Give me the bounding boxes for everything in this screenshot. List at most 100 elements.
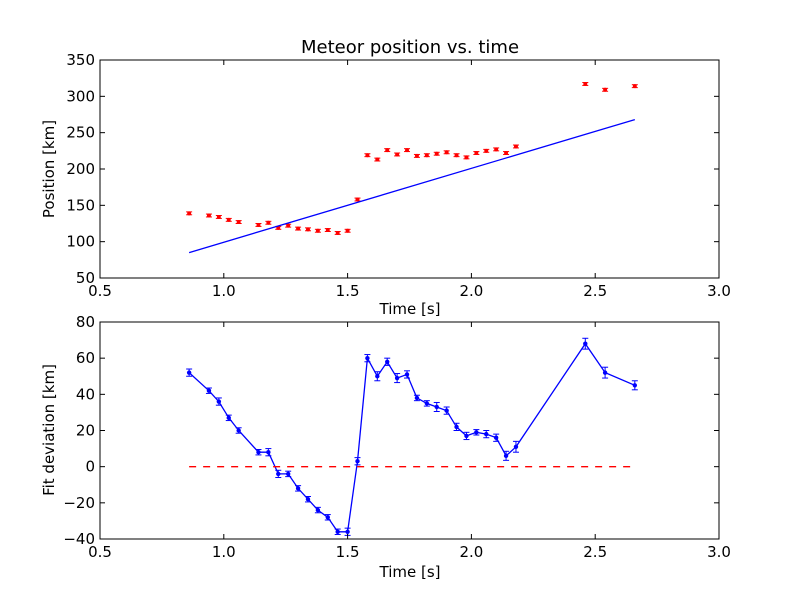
data-point	[513, 144, 518, 149]
data-point	[256, 450, 261, 455]
data-point	[513, 444, 519, 449]
data-point	[285, 471, 291, 477]
position-marks	[186, 81, 638, 254]
data-point	[454, 424, 459, 430]
data-point	[434, 404, 439, 410]
data-point	[603, 87, 608, 92]
x-tick-label: 1.0	[212, 543, 236, 561]
data-point	[216, 214, 221, 219]
x-tick-label: 2.0	[459, 282, 483, 300]
y-tick-label: 0	[85, 458, 95, 476]
data-point	[494, 147, 499, 152]
y-tick-label: 300	[66, 87, 95, 105]
data-point	[493, 435, 499, 440]
data-point	[464, 155, 469, 160]
data-point	[335, 230, 340, 235]
x-tick-label: 3.0	[707, 282, 731, 300]
y-tick-label: 40	[76, 385, 95, 403]
plot-area-top	[100, 60, 719, 278]
data-point	[424, 153, 429, 158]
x-axis-label-bottom: Time [s]	[379, 563, 441, 581]
data-point	[484, 148, 489, 153]
data-point	[474, 151, 479, 156]
fit-line	[188, 118, 636, 254]
data-point	[296, 226, 301, 231]
data-point	[405, 148, 410, 153]
data-point	[444, 408, 449, 413]
data-point	[186, 370, 192, 375]
x-tick-label: 1.5	[336, 543, 360, 561]
data-point	[295, 486, 301, 491]
x-tick-label: 1.0	[212, 282, 236, 300]
data-point	[355, 459, 360, 464]
y-tick-label: −40	[63, 530, 95, 548]
data-point	[504, 151, 509, 156]
data-point	[484, 431, 489, 437]
x-tick-label: 2.5	[583, 282, 607, 300]
y-tick-label: 250	[66, 124, 95, 142]
data-point	[355, 197, 360, 202]
y-tick-label: 200	[66, 160, 95, 178]
deviation-marks	[186, 337, 638, 536]
x-tick-label: 2.0	[459, 543, 483, 561]
data-point	[474, 430, 479, 435]
data-point	[583, 341, 588, 346]
y-tick-label: 50	[76, 269, 95, 287]
data-point	[226, 217, 231, 222]
data-point	[236, 220, 241, 225]
data-point	[464, 433, 469, 439]
x-tick-label: 2.5	[583, 543, 607, 561]
data-point	[236, 428, 241, 433]
data-point	[385, 359, 390, 364]
data-point	[434, 151, 439, 156]
data-point	[286, 223, 291, 228]
data-point	[256, 222, 261, 227]
data-point	[206, 388, 212, 393]
y-tick-label: 150	[66, 196, 95, 214]
y-axis-label-top: Position [km]	[40, 120, 58, 218]
data-point	[206, 213, 211, 218]
data-point	[266, 220, 271, 225]
data-point	[305, 227, 310, 232]
plot-area-bottom	[100, 322, 719, 539]
data-point	[632, 84, 637, 89]
data-point	[424, 401, 430, 406]
data-point	[375, 157, 380, 162]
deviation-ticks: 0.5 1.0 1.5 2.0 2.5 3.0 −40 −20 0 20 40 60 80	[63, 313, 731, 561]
y-tick-label: 100	[66, 233, 95, 251]
data-point	[454, 153, 459, 158]
y-tick-label: 80	[76, 313, 95, 331]
position-panel: 0.5 1.0 1.5 2.0 2.5 3.0 50 100 150 200 250 300 350 M…	[40, 37, 731, 318]
data-point	[414, 395, 420, 401]
y-tick-label: 350	[66, 51, 95, 69]
y-axis-label-bottom: Fit deviation [km]	[40, 364, 58, 496]
data-point	[345, 228, 350, 233]
x-tick-label: 0.5	[88, 543, 112, 561]
data-point	[266, 450, 271, 455]
position-ticks: 0.5 1.0 1.5 2.0 2.5 3.0 50 100 150 200 250 300 350	[66, 51, 731, 300]
deviation-panel: 0.5 1.0 1.5 2.0 2.5 3.0 −40 −20 0 20 40 60 80 Time […	[40, 313, 731, 581]
data-point	[345, 529, 350, 534]
data-point	[226, 415, 231, 421]
data-point	[375, 374, 380, 379]
data-point	[365, 355, 370, 361]
data-point	[315, 507, 321, 513]
y-tick-label: −20	[63, 494, 95, 512]
data-point	[187, 211, 192, 216]
x-axis-label-top: Time [s]	[379, 300, 441, 318]
data-point	[394, 375, 400, 381]
data-point	[325, 228, 330, 233]
data-point	[395, 152, 400, 157]
data-point	[414, 153, 419, 158]
data-point	[602, 370, 608, 375]
data-point	[404, 372, 410, 377]
chart-title: Meteor position vs. time	[301, 37, 519, 58]
data-point	[444, 150, 449, 155]
data-point	[335, 529, 340, 534]
data-point	[365, 153, 370, 158]
data-point	[503, 453, 509, 459]
x-tick-label: 1.5	[336, 282, 360, 300]
data-point	[325, 515, 330, 520]
y-tick-label: 20	[76, 422, 95, 440]
